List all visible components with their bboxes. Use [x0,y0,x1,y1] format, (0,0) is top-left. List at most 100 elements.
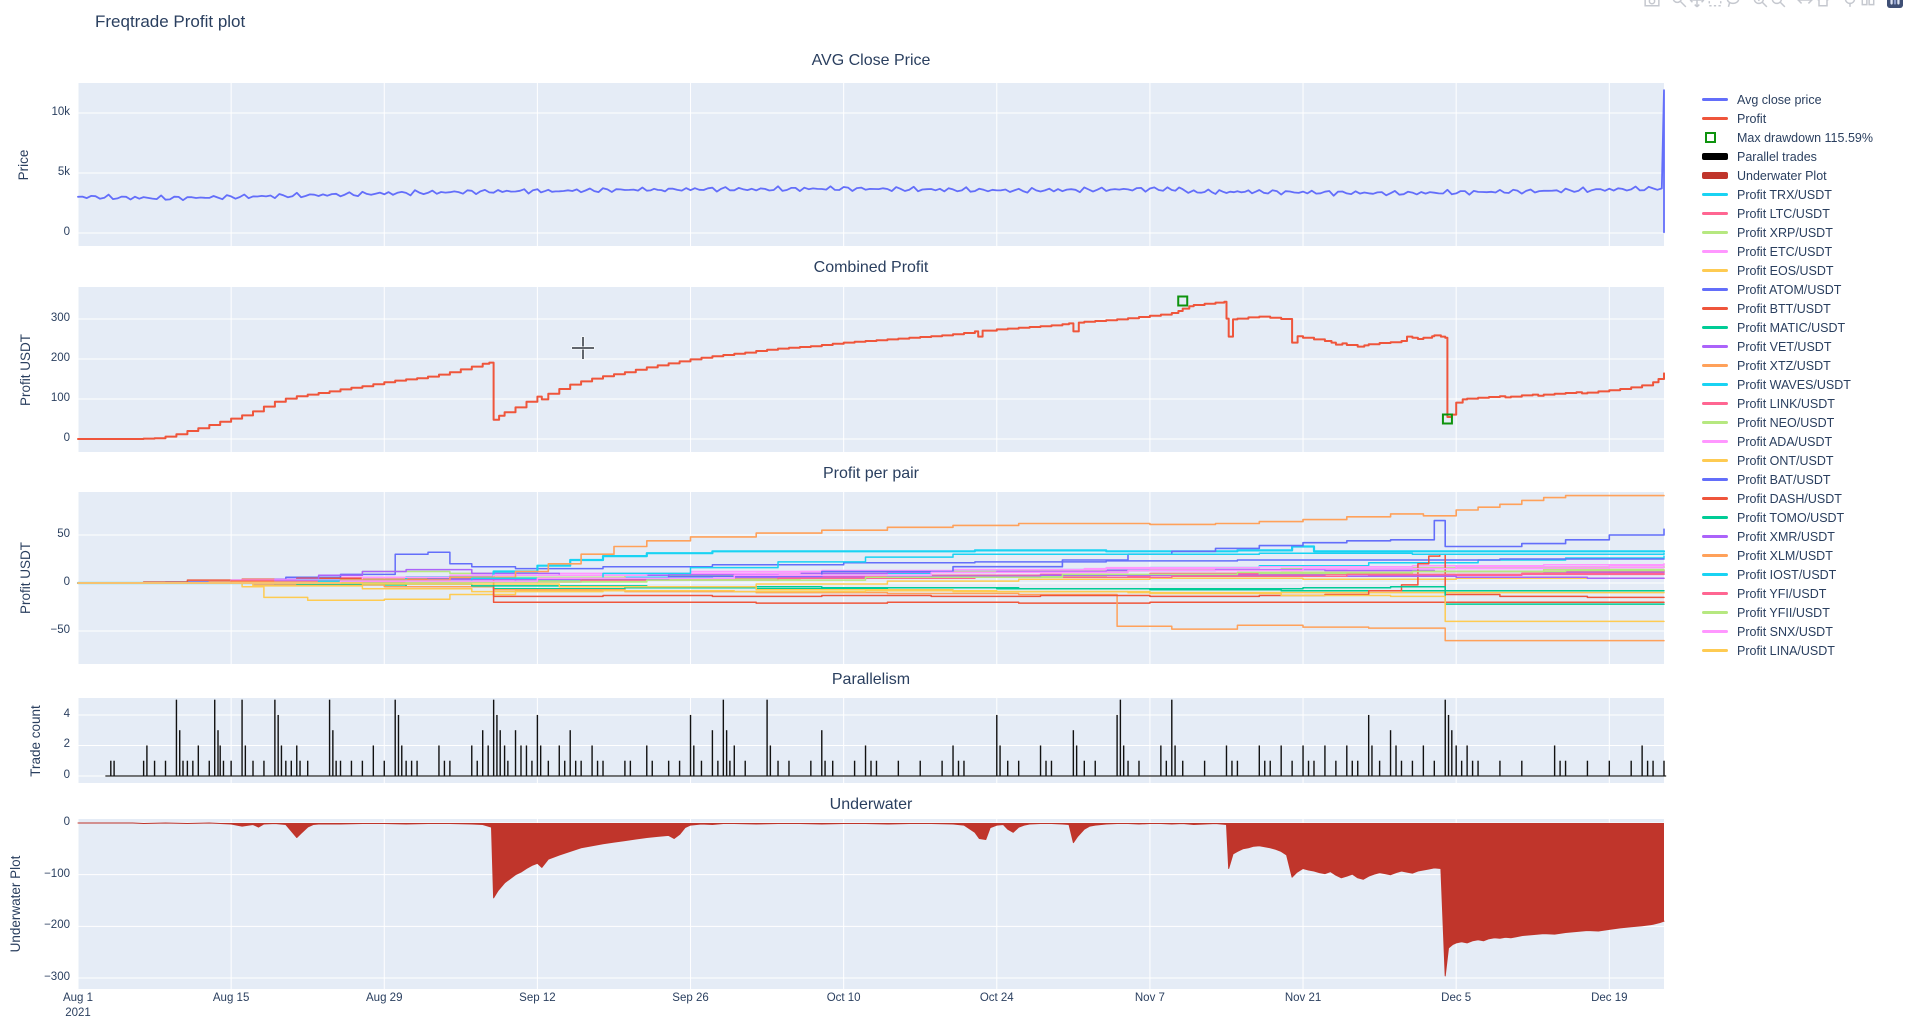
legend-item-profit[interactable]: Profit [1702,109,1873,128]
legend-item-underwater-plot[interactable]: Underwater Plot [1702,166,1873,185]
y-tick-label: 10k [51,106,70,118]
legend-line-swatch-icon [1702,212,1728,215]
page-title: Freqtrade Profit plot [95,12,246,31]
subplot-title-parallelism: Parallelism [831,671,911,688]
legend-item-profit-matic-usdt[interactable]: Profit MATIC/USDT [1702,318,1873,337]
legend-line-swatch-icon [1702,421,1728,424]
legend-item-profit-ont-usdt[interactable]: Profit ONT/USDT [1702,451,1873,470]
hover-closest-icon[interactable] [1841,0,1859,9]
profit-per-pair-plot[interactable] [0,492,1910,664]
legend-line-swatch-icon [1702,98,1728,101]
legend-item-label: Profit LTC/USDT [1737,206,1830,221]
legend-item-label: Profit SNX/USDT [1737,624,1833,639]
legend-item-label: Profit ONT/USDT [1737,453,1834,468]
legend-item-label: Avg close price [1737,92,1822,107]
legend-item-max-drawdown-115-59-[interactable]: Max drawdown 115.59% [1702,128,1873,147]
legend-item-profit-xtz-usdt[interactable]: Profit XTZ/USDT [1702,356,1873,375]
legend-line-swatch-icon [1702,459,1728,462]
legend-line-swatch-icon [1702,326,1728,329]
legend-item-label: Max drawdown 115.59% [1737,130,1873,145]
avg-close-price-plot[interactable] [0,83,1910,246]
plotly-logo-icon[interactable] [1886,0,1904,9]
subplot-title-underwater: Underwater [829,796,913,813]
legend-item-profit-iost-usdt[interactable]: Profit IOST/USDT [1702,565,1873,584]
legend-item-label: Profit IOST/USDT [1737,567,1837,582]
legend-item-profit-trx-usdt[interactable]: Profit TRX/USDT [1702,185,1873,204]
legend-item-profit-etc-usdt[interactable]: Profit ETC/USDT [1702,242,1873,261]
reset-axes-icon[interactable] [1814,0,1832,9]
legend-item-profit-link-usdt[interactable]: Profit LINK/USDT [1702,394,1873,413]
legend-line-swatch-icon [1702,288,1728,291]
y-tick-label: −300 [44,970,70,983]
y-tick-label: 5k [57,166,70,178]
y-tick-label: 2 [63,738,70,751]
y-tick-label: 0 [63,768,70,781]
legend-item-profit-xmr-usdt[interactable]: Profit XMR/USDT [1702,527,1873,546]
zoom-out-icon[interactable] [1769,0,1787,9]
underwater-plot[interactable] [0,819,1910,989]
x-tick-label: Aug 15 [212,992,250,1004]
legend-line-swatch-icon [1702,497,1728,500]
legend-line-swatch-icon [1702,516,1728,519]
legend-item-profit-waves-usdt[interactable]: Profit WAVES/USDT [1702,375,1873,394]
y-axis-label-profit-usdt: Profit USDT [18,333,33,406]
subplot-title-profit-per-pair: Profit per pair [822,465,920,482]
y-tick-label: 200 [50,352,70,364]
legend-item-profit-btt-usdt[interactable]: Profit BTT/USDT [1702,299,1873,318]
legend-line-swatch-icon [1702,383,1728,386]
legend-line-swatch-icon [1702,535,1728,538]
y-tick-label: −100 [44,867,70,880]
legend-line-swatch-icon [1702,630,1728,633]
y-tick-label: 50 [57,528,70,540]
legend-item-profit-xlm-usdt[interactable]: Profit XLM/USDT [1702,546,1873,565]
legend-item-label: Profit XLM/USDT [1737,548,1833,563]
subplot-title-combined-profit: Combined Profit [813,259,929,276]
legend-item-label: Profit EOS/USDT [1737,263,1834,278]
legend-item-profit-neo-usdt[interactable]: Profit NEO/USDT [1702,413,1873,432]
autoscale-icon[interactable] [1796,0,1814,9]
legend-item-label: Profit ADA/USDT [1737,434,1833,449]
legend-item-label: Profit ETC/USDT [1737,244,1833,259]
download-plot-icon[interactable] [1643,0,1661,9]
lasso-select-icon[interactable] [1724,0,1742,9]
box-select-icon[interactable] [1706,0,1724,9]
legend-line-swatch-icon [1702,307,1728,310]
y-tick-label: 0 [63,815,70,828]
legend-item-profit-dash-usdt[interactable]: Profit DASH/USDT [1702,489,1873,508]
legend-item-profit-atom-usdt[interactable]: Profit ATOM/USDT [1702,280,1873,299]
legend-item-profit-yfi-usdt[interactable]: Profit YFI/USDT [1702,584,1873,603]
legend-line-swatch-icon [1702,649,1728,652]
parallelism-plot[interactable] [0,698,1910,783]
legend-item-profit-xrp-usdt[interactable]: Profit XRP/USDT [1702,223,1873,242]
legend-item-avg-close-price[interactable]: Avg close price [1702,90,1873,109]
pan-icon[interactable] [1688,0,1706,9]
legend-item-label: Profit YFII/USDT [1737,605,1830,620]
legend-item-label: Profit XTZ/USDT [1737,358,1831,373]
legend-item-parallel-trades[interactable]: Parallel trades [1702,147,1873,166]
legend-item-profit-ltc-usdt[interactable]: Profit LTC/USDT [1702,204,1873,223]
y-tick-label: −50 [50,623,70,636]
x-tick-label: Oct 10 [826,992,861,1004]
legend-item-profit-ada-usdt[interactable]: Profit ADA/USDT [1702,432,1873,451]
legend-item-label: Profit YFI/USDT [1737,586,1827,601]
compare-hover-icon[interactable] [1859,0,1877,9]
x-tick-label: Nov 7 [1134,992,1165,1004]
x-tick-label: Oct 24 [979,992,1014,1004]
combined-profit-plot[interactable] [0,287,1910,452]
y-tick-label: 4 [63,707,70,720]
legend-item-label: Profit ATOM/USDT [1737,282,1842,297]
legend-item-label: Profit BAT/USDT [1737,472,1831,487]
legend-line-swatch-icon [1702,592,1728,595]
legend-item-profit-yfii-usdt[interactable]: Profit YFII/USDT [1702,603,1873,622]
legend-item-profit-lina-usdt[interactable]: Profit LINA/USDT [1702,641,1873,660]
legend-item-profit-tomo-usdt[interactable]: Profit TOMO/USDT [1702,508,1873,527]
legend-item-profit-bat-usdt[interactable]: Profit BAT/USDT [1702,470,1873,489]
x-tick-label: Sep 12 [519,992,556,1004]
legend-item-profit-eos-usdt[interactable]: Profit EOS/USDT [1702,261,1873,280]
legend-item-profit-snx-usdt[interactable]: Profit SNX/USDT [1702,622,1873,641]
legend-item-profit-vet-usdt[interactable]: Profit VET/USDT [1702,337,1873,356]
x-tick-label: Dec 5 [1441,992,1472,1004]
zoom-in-icon[interactable] [1751,0,1769,9]
zoom-icon[interactable] [1670,0,1688,9]
